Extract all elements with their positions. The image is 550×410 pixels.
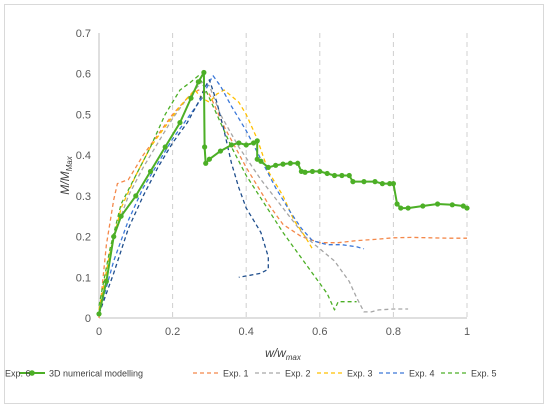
grid xyxy=(172,33,468,318)
data-point xyxy=(258,158,264,164)
data-point xyxy=(449,202,455,208)
series-line xyxy=(98,75,357,311)
data-point xyxy=(118,213,124,219)
series-line xyxy=(98,71,468,315)
data-point xyxy=(372,179,378,185)
data-point xyxy=(111,233,117,240)
data-point xyxy=(243,142,249,148)
series-line xyxy=(98,89,467,319)
x-tick-label: 0.6 xyxy=(312,326,327,338)
y-tick-labels: 0 0.1 0.2 0.3 0.4 0.5 0.6 0.7 xyxy=(76,28,91,325)
data-point xyxy=(280,161,286,167)
legend: 3D numerical modelling Exp. 1 Exp. 2 Exp. 3… xyxy=(5,369,497,379)
y-tick-label: 0.3 xyxy=(76,191,91,203)
data-point xyxy=(324,170,330,177)
data-point xyxy=(420,203,426,209)
legend-marker xyxy=(29,370,35,376)
data-point xyxy=(203,160,209,166)
data-point xyxy=(254,138,260,144)
data-point xyxy=(177,119,183,126)
legend-label: Exp. 2 xyxy=(285,369,311,379)
legend-item: Exp. 4 xyxy=(379,369,435,379)
data-point xyxy=(302,169,308,175)
data-point xyxy=(350,179,356,185)
data-point xyxy=(464,205,470,211)
series-line xyxy=(98,81,409,313)
data-point xyxy=(201,69,207,76)
legend-label: Exp. 1 xyxy=(223,369,249,379)
series-2 xyxy=(98,81,409,313)
data-point xyxy=(398,205,404,211)
y-axis-label: M/MMax xyxy=(58,155,74,194)
data-point xyxy=(236,140,242,146)
series-line xyxy=(98,79,269,315)
data-point xyxy=(96,311,102,317)
y-tick-label: 0.2 xyxy=(76,232,91,244)
data-point xyxy=(317,168,323,175)
series-line xyxy=(98,75,365,315)
data-point xyxy=(309,168,316,175)
legend-item: Exp. 6 xyxy=(5,369,31,379)
x-tick-label: 0.8 xyxy=(386,326,401,338)
x-tick-label: 1 xyxy=(464,326,470,338)
legend-item: Exp. 1 xyxy=(193,369,249,379)
data-point xyxy=(379,181,385,187)
x-tick-labels: 0 0.2 0.4 0.6 0.8 1 xyxy=(96,326,470,338)
chart: 0 0.1 0.2 0.3 0.4 0.5 0.6 0.7 0 0.2 0.4 0.6 0.8 1 M/… xyxy=(5,28,497,379)
series-group xyxy=(96,69,470,319)
legend-label: 3D numerical modelling xyxy=(49,369,143,379)
x-axis-label: w/wmax xyxy=(265,346,302,362)
data-point xyxy=(195,79,201,85)
data-point xyxy=(228,142,235,148)
legend-item: Exp. 5 xyxy=(441,369,497,379)
x-tick-label: 0 xyxy=(96,326,102,338)
data-point xyxy=(339,172,345,179)
data-point xyxy=(202,144,208,150)
y-tick-label: 0.7 xyxy=(76,28,91,40)
data-point xyxy=(434,201,441,207)
data-point xyxy=(162,144,168,150)
x-tick-label: 0.2 xyxy=(165,326,180,338)
legend-item: Exp. 2 xyxy=(255,369,311,379)
legend-item: 3D numerical modelling xyxy=(19,369,143,379)
legend-label: Exp. 5 xyxy=(471,369,497,379)
axes xyxy=(98,33,467,319)
data-point xyxy=(206,156,212,162)
series-line xyxy=(98,89,313,311)
data-point xyxy=(287,160,293,166)
data-point xyxy=(217,148,224,154)
data-point xyxy=(103,278,109,284)
legend-label: Exp. 3 xyxy=(347,369,373,379)
data-point xyxy=(405,205,411,211)
series-0 xyxy=(96,69,470,317)
data-point xyxy=(147,168,154,175)
data-point xyxy=(387,181,393,187)
y-tick-label: 0.6 xyxy=(76,69,91,81)
y-tick-label: 0 xyxy=(85,313,91,325)
legend-label: Exp. 4 xyxy=(409,369,435,379)
x-tick-label: 0.4 xyxy=(239,326,254,338)
series-6 xyxy=(98,79,269,315)
data-point xyxy=(273,162,279,168)
data-point xyxy=(331,172,338,179)
data-point xyxy=(394,201,400,207)
series-3 xyxy=(98,89,313,311)
data-point xyxy=(361,179,367,185)
legend-item: Exp. 3 xyxy=(317,369,373,379)
data-point xyxy=(188,95,194,101)
data-point xyxy=(265,164,271,170)
series-1 xyxy=(98,89,467,319)
y-tick-label: 0.4 xyxy=(76,150,91,162)
data-point xyxy=(390,181,396,187)
series-4 xyxy=(98,75,365,315)
chart-frame: 0 0.1 0.2 0.3 0.4 0.5 0.6 0.7 0 0.2 0.4 0.6 0.8 1 M/… xyxy=(4,4,544,404)
legend-label: Exp. 6 xyxy=(5,369,31,379)
y-tick-label: 0.1 xyxy=(76,272,91,284)
data-point xyxy=(133,193,139,199)
data-point xyxy=(346,172,352,179)
y-tick-label: 0.5 xyxy=(76,109,91,121)
series-5 xyxy=(98,75,357,311)
data-point xyxy=(295,160,301,166)
